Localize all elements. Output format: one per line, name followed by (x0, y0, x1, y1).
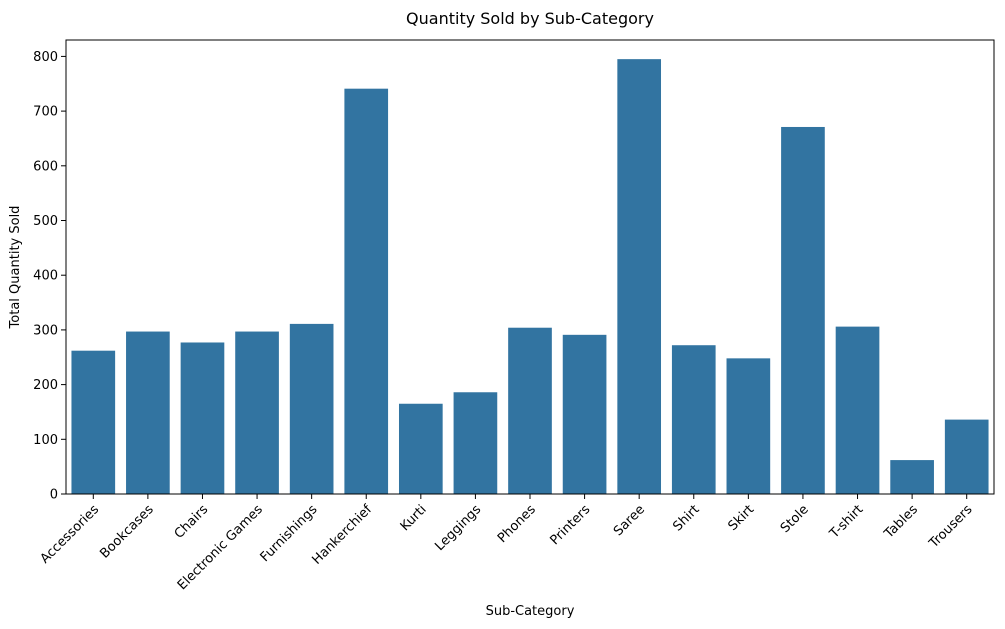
bar-tables (890, 460, 934, 494)
bar-accessories (71, 350, 116, 494)
x-tick-label: Leggings (432, 502, 484, 554)
x-tick-label: Bookcases (97, 502, 157, 562)
y-tick-label: 0 (50, 488, 58, 503)
bar-saree (617, 59, 662, 494)
y-tick-label: 400 (33, 269, 58, 284)
y-tick-label: 100 (33, 433, 58, 448)
chart-title: Quantity Sold by Sub-Category (406, 9, 654, 28)
bar-shirt (671, 345, 716, 494)
y-tick-label: 700 (33, 105, 58, 120)
bar-kurti (398, 403, 443, 494)
bar-furnishings (289, 323, 334, 494)
x-tick-label: Tables (881, 502, 921, 542)
bar-trousers (944, 419, 989, 494)
x-tick-label: Printers (547, 502, 593, 548)
y-tick-label: 600 (33, 159, 58, 174)
bar-leggings (453, 392, 498, 494)
bar-bookcases (126, 331, 170, 494)
bar-t-shirt (835, 326, 880, 494)
bar-electronic-games (235, 331, 279, 494)
x-tick-label: Chairs (172, 502, 212, 542)
y-tick-label: 500 (33, 214, 58, 229)
x-tick-label: Phones (495, 502, 539, 546)
bar-chairs (180, 342, 225, 494)
x-tick-label: Kurti (398, 502, 430, 534)
x-tick-label: Saree (611, 502, 648, 539)
y-tick-label: 800 (33, 50, 58, 65)
y-tick-label: 300 (33, 323, 58, 338)
y-axis-label: Total Quantity Sold (8, 206, 23, 330)
bar-stole (781, 126, 825, 495)
x-tick-label: T-shirt (826, 502, 866, 542)
plot-frame (65, 39, 995, 495)
bar-skirt (726, 358, 771, 494)
x-tick-label: Accessories (38, 502, 103, 567)
y-axis: 0 100 200 300 400 500 600 700 800 (33, 50, 66, 503)
bars-group (71, 59, 989, 495)
x-tick-label: Trousers (926, 502, 976, 552)
bar-phones (508, 327, 552, 494)
x-tick-label: Stole (778, 502, 812, 536)
bar-hankerchief (344, 88, 389, 494)
x-tick-label: Shirt (670, 502, 702, 534)
y-tick-label: 200 (33, 378, 58, 393)
x-axis-label: Sub-Category (486, 604, 575, 619)
x-tick-label: Skirt (725, 502, 757, 534)
bar-printers (562, 334, 607, 494)
